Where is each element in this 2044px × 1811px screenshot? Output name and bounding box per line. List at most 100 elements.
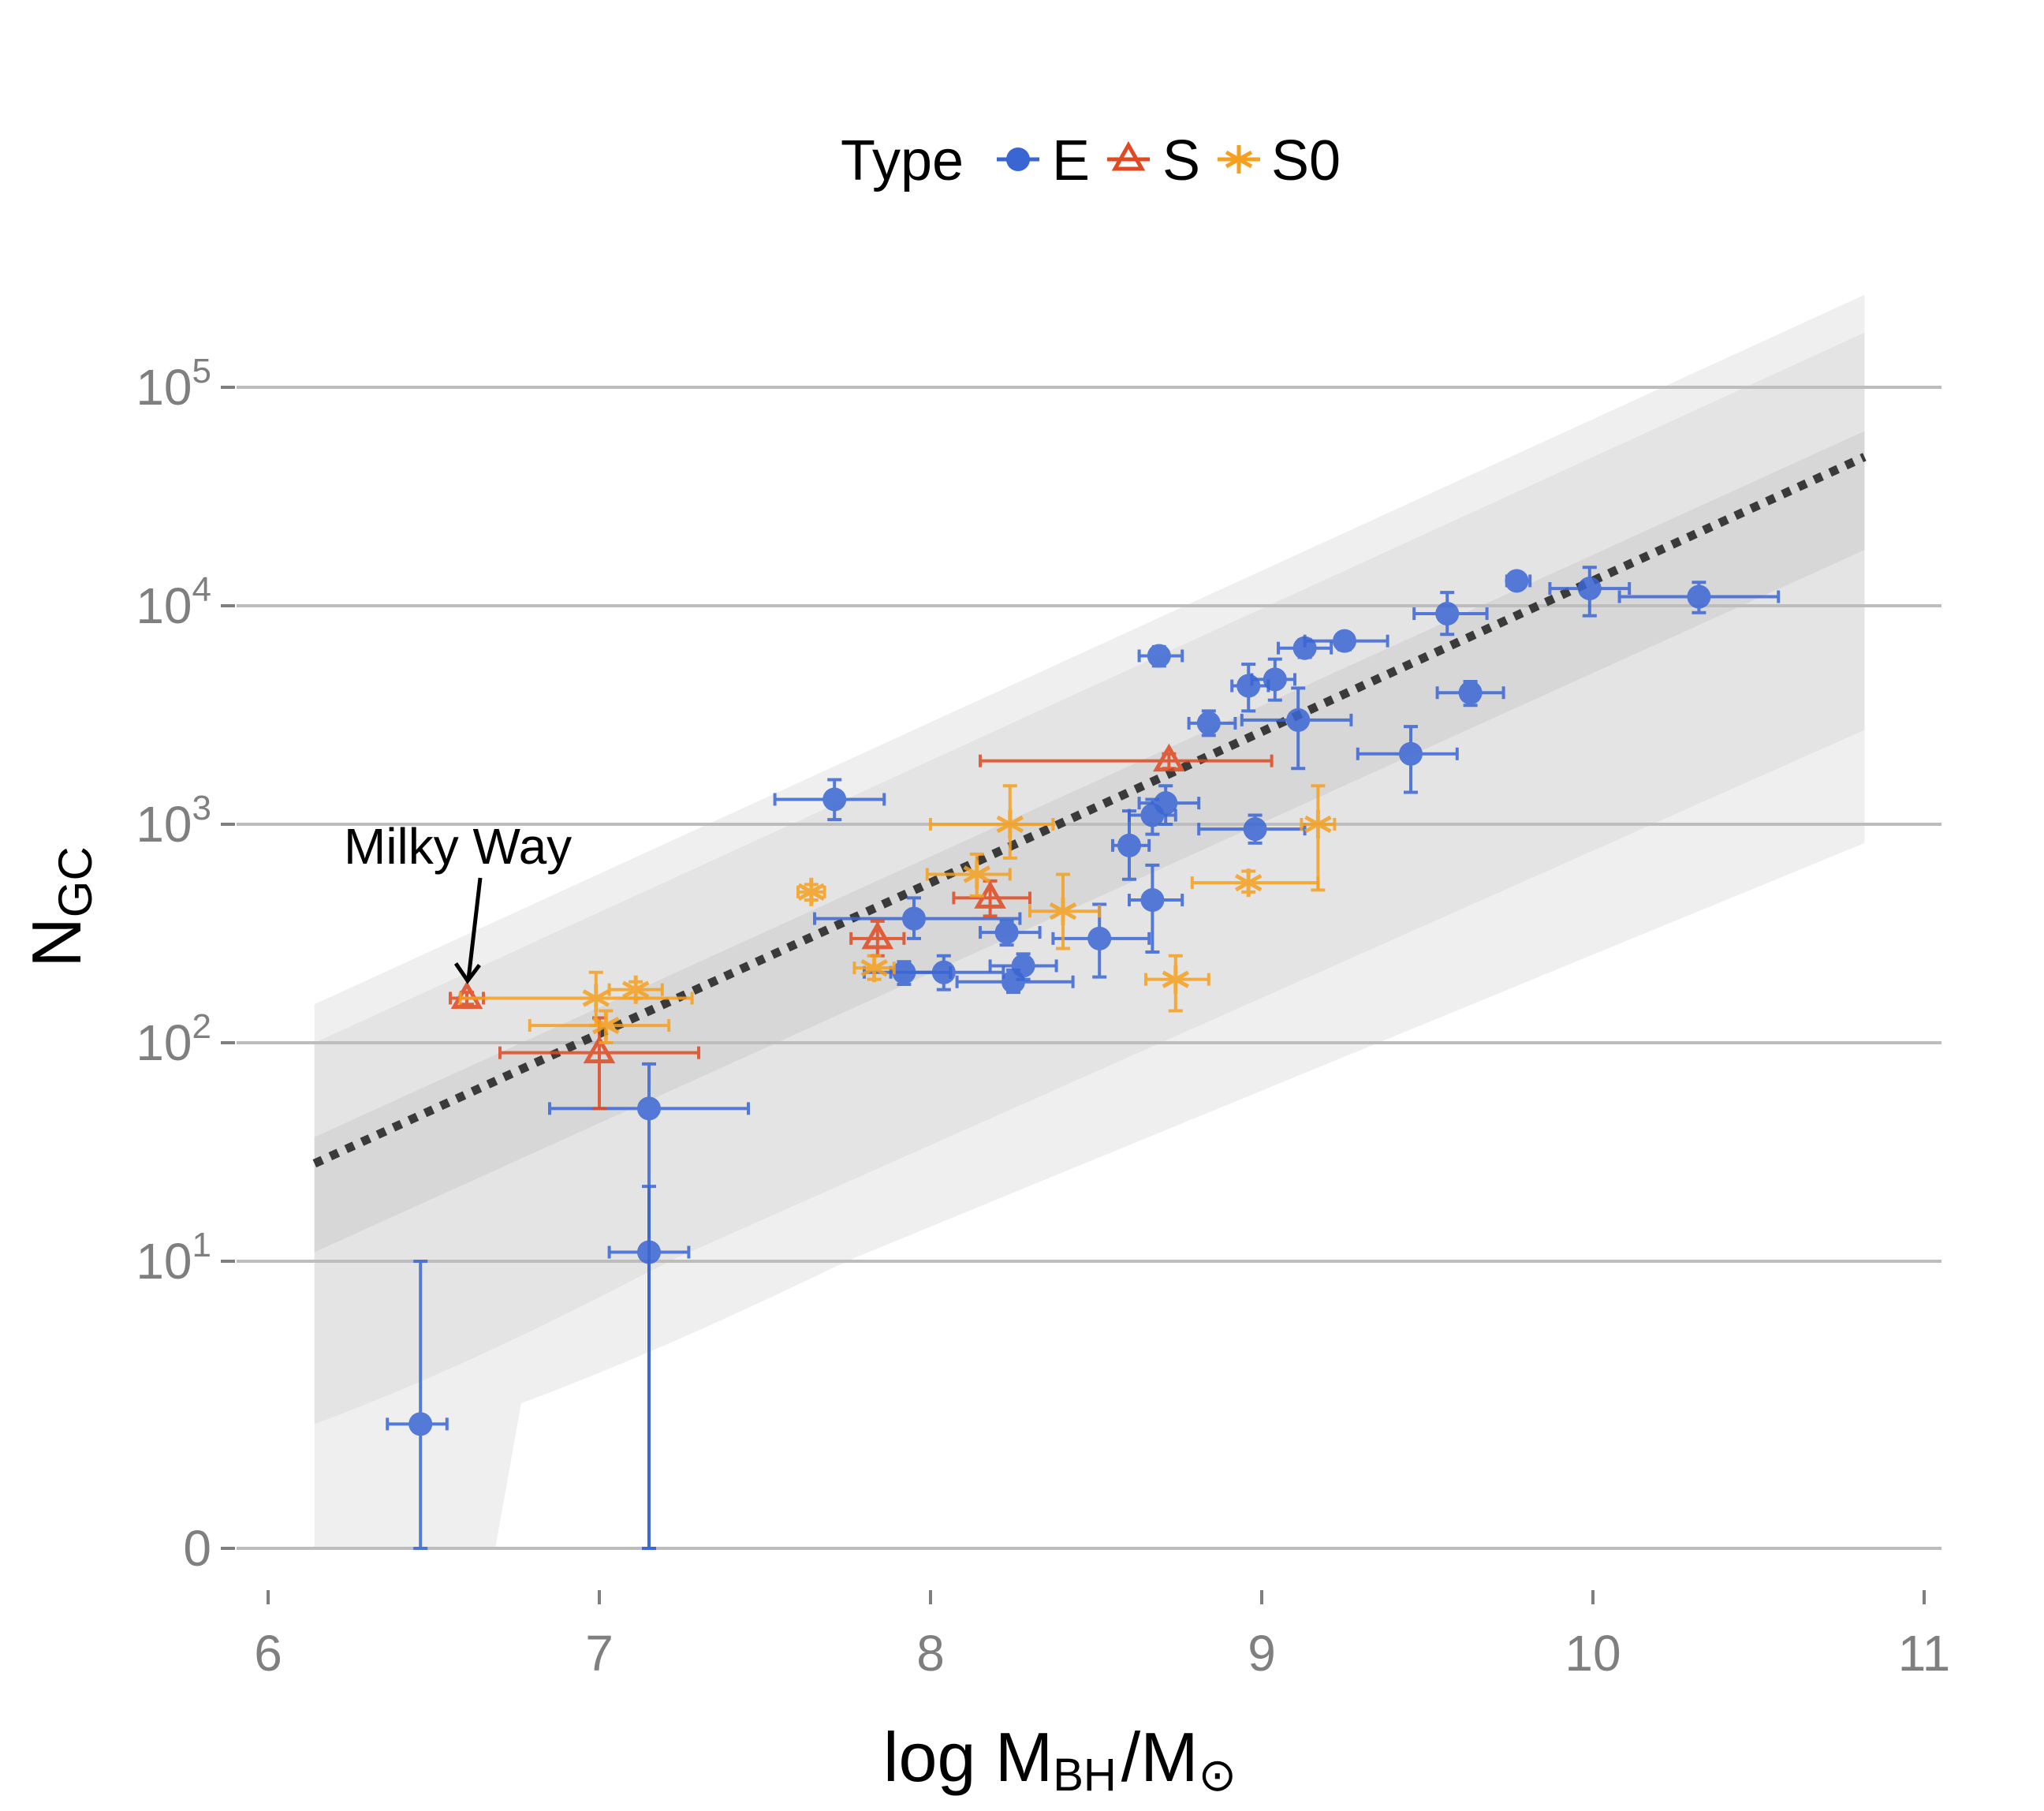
x-tick-label-0: 6 (254, 1625, 282, 1682)
legend-title: Type (841, 129, 964, 192)
point-e-5 (813, 896, 1022, 940)
y-tick-label-1: 101 (136, 1226, 211, 1290)
legend-marker-s (1111, 140, 1146, 171)
marker-circle (1458, 681, 1483, 705)
point-e-25 (1435, 680, 1505, 708)
fit-line-group (312, 453, 1867, 1168)
marker-triangle (861, 920, 894, 950)
x-axis-title-sub1: BH (1053, 1749, 1117, 1801)
marker-circle (1087, 926, 1112, 950)
x-tick-label-5: 11 (1898, 1625, 1950, 1682)
y-tick-exponent: 4 (192, 570, 211, 609)
marker-triangle (583, 1035, 616, 1064)
data-points (386, 566, 1781, 1550)
point-e-3 (773, 778, 886, 822)
point-e-11 (1111, 809, 1151, 881)
point-e-28 (1617, 581, 1781, 614)
point-s-1 (498, 1016, 700, 1111)
point-e-18 (1197, 813, 1307, 845)
x-tick-label-2: 8 (916, 1625, 945, 1682)
point-e-16 (1187, 709, 1237, 737)
marker-asterisk (860, 954, 888, 983)
marker-circle (1333, 629, 1356, 653)
x-tick-label-4: 10 (1565, 1625, 1621, 1682)
point-s0-8 (1144, 954, 1210, 1013)
point-e-2 (607, 1185, 691, 1550)
marker-circle (637, 1096, 661, 1121)
fit-line (312, 453, 1867, 1168)
point-s0-6 (929, 784, 1055, 860)
y-tick-base: 10 (136, 577, 192, 634)
x-axis-title-mid: M (1140, 1718, 1198, 1796)
confidence-bands (314, 294, 1865, 1548)
point-e-14 (1137, 644, 1184, 668)
point-e-19 (1250, 657, 1296, 702)
annotation-label: Milky Way (344, 818, 572, 875)
y-axis-title-main: N (17, 917, 95, 968)
marker-circle (1196, 711, 1221, 735)
point-s0-7 (1028, 872, 1102, 950)
x-axis: 6 7 8 9 10 11 (254, 1590, 1950, 1682)
marker-asterisk (996, 810, 1024, 838)
annotation: Milky Way (344, 818, 572, 984)
marker-circle (1117, 833, 1141, 857)
y-tick-exponent: 3 (192, 789, 211, 827)
point-s0-2 (607, 975, 664, 1004)
point-s0-4 (852, 954, 896, 983)
marker-asterisk (1234, 868, 1263, 898)
point-e-7 (979, 919, 1042, 947)
marker-circle (637, 1240, 661, 1264)
gridlines (237, 386, 1941, 1550)
annotation-arrowhead (453, 962, 481, 984)
y-tick-label-4: 104 (136, 570, 211, 634)
y-tick-exponent: 1 (192, 1226, 211, 1264)
marker-triangle (1153, 743, 1185, 772)
marker-circle (1399, 741, 1423, 766)
y-tick-base: 10 (136, 796, 192, 853)
band-inner (314, 431, 1865, 1253)
marker-circle (1154, 791, 1178, 816)
marker-circle (1687, 584, 1711, 609)
point-e-20 (1240, 686, 1353, 771)
x-tick-label-1: 7 (585, 1625, 614, 1682)
y-tick-base: 10 (136, 1014, 192, 1071)
y-tick-label-3: 103 (136, 789, 211, 853)
marker-circle (931, 960, 956, 984)
marker-asterisk (963, 860, 991, 889)
point-e-0 (386, 1260, 449, 1550)
marker-circle (822, 787, 847, 812)
point-e-15 (1137, 784, 1201, 826)
point-e-27 (1548, 566, 1632, 618)
marker-asterisk (621, 975, 650, 1004)
x-axis-title-slash: / (1121, 1718, 1141, 1796)
marker-asterisk (592, 1011, 620, 1040)
marker-circle (1140, 888, 1165, 913)
marker-circle (408, 1412, 433, 1436)
legend-label-s0: S0 (1271, 129, 1341, 192)
y-tick-exponent: 2 (192, 1007, 211, 1046)
y-tick-base: 0 (183, 1520, 211, 1577)
legend-label-e: E (1052, 129, 1090, 192)
marker-asterisk (582, 984, 610, 1013)
point-e-24 (1412, 591, 1489, 637)
point-s0-5 (925, 852, 1012, 898)
legend-entry-s: S (1107, 129, 1200, 192)
point-e-22 (1303, 629, 1389, 653)
legend-entry-s0: S0 (1218, 129, 1341, 192)
legend-label-s: S (1162, 129, 1200, 192)
marker-asterisk (1162, 965, 1190, 994)
marker-circle (994, 920, 1019, 945)
y-tick-label-2: 102 (136, 1007, 211, 1071)
marker-circle (1286, 708, 1311, 732)
marker-asterisk (1049, 897, 1077, 926)
point-s0-1 (528, 1009, 671, 1044)
marker-circle (1236, 674, 1261, 698)
marker-circle (1577, 577, 1602, 601)
y-tick-label-5: 105 (136, 352, 211, 416)
marker-circle (1505, 569, 1529, 593)
legend-marker-s0 (1225, 145, 1253, 174)
x-axis-title: log MBH/M⊙ (883, 1718, 1236, 1801)
y-tick-label-0: 0 (183, 1520, 211, 1577)
